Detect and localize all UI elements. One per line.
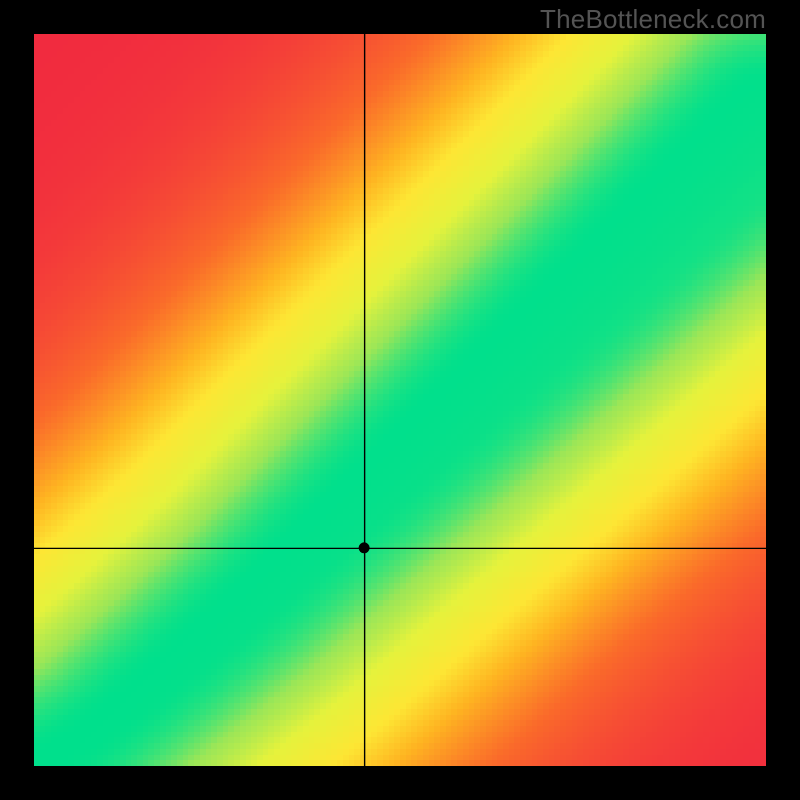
- chart-frame: { "meta": { "canvas_px": 800, "plot_inne…: [0, 0, 800, 800]
- watermark-text: TheBottleneck.com: [540, 4, 766, 35]
- bottleneck-heatmap: [0, 0, 800, 800]
